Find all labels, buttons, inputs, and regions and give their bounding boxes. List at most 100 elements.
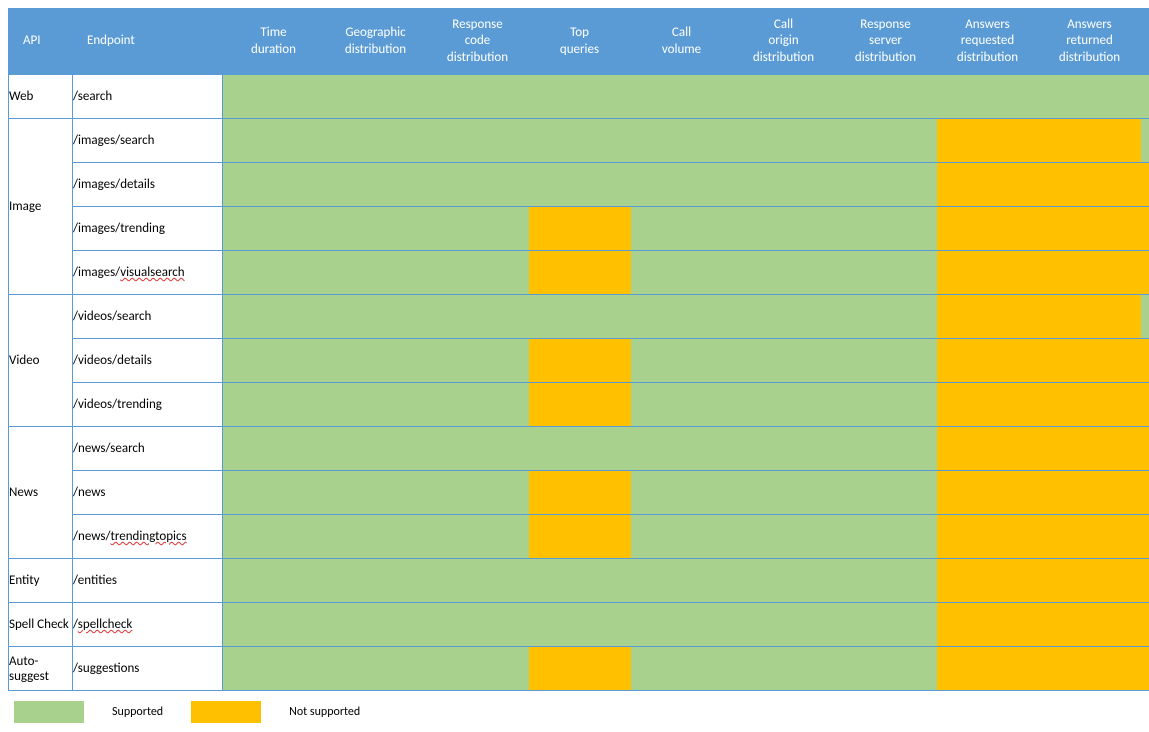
cell-supported (733, 515, 835, 559)
cell-supported (835, 647, 937, 691)
col-header-metric: Answersreturneddistribution (1039, 9, 1141, 75)
api-cell: Image (9, 119, 73, 295)
cell-supported (631, 383, 733, 427)
cell-supported (325, 383, 427, 427)
cell-supported (529, 295, 631, 339)
cell-not-supported (1039, 647, 1141, 691)
cell-supported (835, 119, 937, 163)
endpoint-path-flagged: spellcheck (78, 617, 133, 632)
cell-not-supported (937, 559, 1039, 603)
cell-not-supported (1141, 339, 1149, 383)
legend-label-supported: Supported (112, 705, 163, 719)
cell-supported (835, 295, 937, 339)
cell-supported (835, 471, 937, 515)
cell-not-supported (1039, 295, 1141, 339)
cell-not-supported (529, 647, 631, 691)
cell-supported (325, 295, 427, 339)
cell-not-supported (1141, 603, 1149, 647)
endpoint-cell: /videos/trending (73, 383, 223, 427)
cell-supported (325, 251, 427, 295)
cell-supported (631, 295, 733, 339)
cell-supported (427, 383, 529, 427)
cell-not-supported (1141, 647, 1149, 691)
cell-supported (733, 295, 835, 339)
cell-not-supported (529, 383, 631, 427)
cell-supported (733, 75, 835, 119)
api-cell: Video (9, 295, 73, 427)
cell-supported (835, 207, 937, 251)
cell-supported (631, 119, 733, 163)
cell-not-supported (937, 207, 1039, 251)
col-header-endpoint: Endpoint (73, 9, 223, 75)
cell-supported (223, 163, 325, 207)
cell-not-supported (1141, 427, 1149, 471)
cell-supported (835, 75, 937, 119)
cell-supported (223, 295, 325, 339)
table-row: Video/videos/search (9, 295, 1149, 339)
endpoint-cell: /news/trendingtopics (73, 515, 223, 559)
cell-supported (937, 75, 1039, 119)
cell-supported (835, 251, 937, 295)
cell-not-supported (529, 207, 631, 251)
cell-supported (223, 559, 325, 603)
cell-supported (631, 251, 733, 295)
api-cell: Auto-suggest (9, 647, 73, 691)
cell-not-supported (1039, 427, 1141, 471)
cell-supported (835, 163, 937, 207)
col-header-metric: Responseserverdistribution (835, 9, 937, 75)
cell-not-supported (1039, 471, 1141, 515)
table-row: News/news/search (9, 427, 1149, 471)
col-header-api: API (9, 9, 73, 75)
table-row: /news (9, 471, 1149, 515)
endpoint-cell: /suggestions (73, 647, 223, 691)
endpoint-path-flagged: visualsearch (120, 265, 184, 280)
cell-not-supported (1141, 207, 1149, 251)
cell-supported (1141, 119, 1149, 163)
cell-supported (325, 647, 427, 691)
endpoint-cell: /search (73, 75, 223, 119)
cell-not-supported (937, 515, 1039, 559)
cell-supported (325, 427, 427, 471)
cell-supported (427, 295, 529, 339)
cell-supported (631, 339, 733, 383)
cell-supported (223, 515, 325, 559)
cell-supported (529, 427, 631, 471)
endpoint-cell: /news/search (73, 427, 223, 471)
cell-supported (325, 75, 427, 119)
cell-supported (325, 603, 427, 647)
cell-supported (835, 339, 937, 383)
cell-not-supported (937, 647, 1039, 691)
cell-not-supported (937, 295, 1039, 339)
cell-not-supported (937, 427, 1039, 471)
cell-supported (427, 251, 529, 295)
cell-supported (733, 251, 835, 295)
cell-supported (529, 163, 631, 207)
cell-supported (325, 119, 427, 163)
cell-not-supported (1039, 515, 1141, 559)
legend: Supported Not supported (14, 701, 1141, 723)
cell-supported (529, 603, 631, 647)
api-cell: News (9, 427, 73, 559)
cell-not-supported (1141, 163, 1149, 207)
table-row: Image/images/search (9, 119, 1149, 163)
cell-not-supported (1141, 515, 1149, 559)
cell-supported (733, 647, 835, 691)
cell-not-supported (1039, 383, 1141, 427)
table-row: Spell Check/spellcheck (9, 603, 1149, 647)
cell-not-supported (529, 339, 631, 383)
cell-supported (631, 515, 733, 559)
table-row: /images/visualsearch (9, 251, 1149, 295)
cell-supported (325, 515, 427, 559)
col-header-metric: Topqueries (529, 9, 631, 75)
cell-supported (325, 163, 427, 207)
col-header-metric: Safesearchdistribution (1141, 9, 1149, 75)
cell-not-supported (937, 163, 1039, 207)
table-row: Entity/entities (9, 559, 1149, 603)
api-cell: Spell Check (9, 603, 73, 647)
endpoint-cell: /images/details (73, 163, 223, 207)
cell-supported (427, 515, 529, 559)
cell-supported (1141, 75, 1149, 119)
cell-not-supported (937, 339, 1039, 383)
api-support-matrix: APIEndpointTimedurationGeographicdistrib… (8, 8, 1149, 691)
cell-supported (631, 75, 733, 119)
